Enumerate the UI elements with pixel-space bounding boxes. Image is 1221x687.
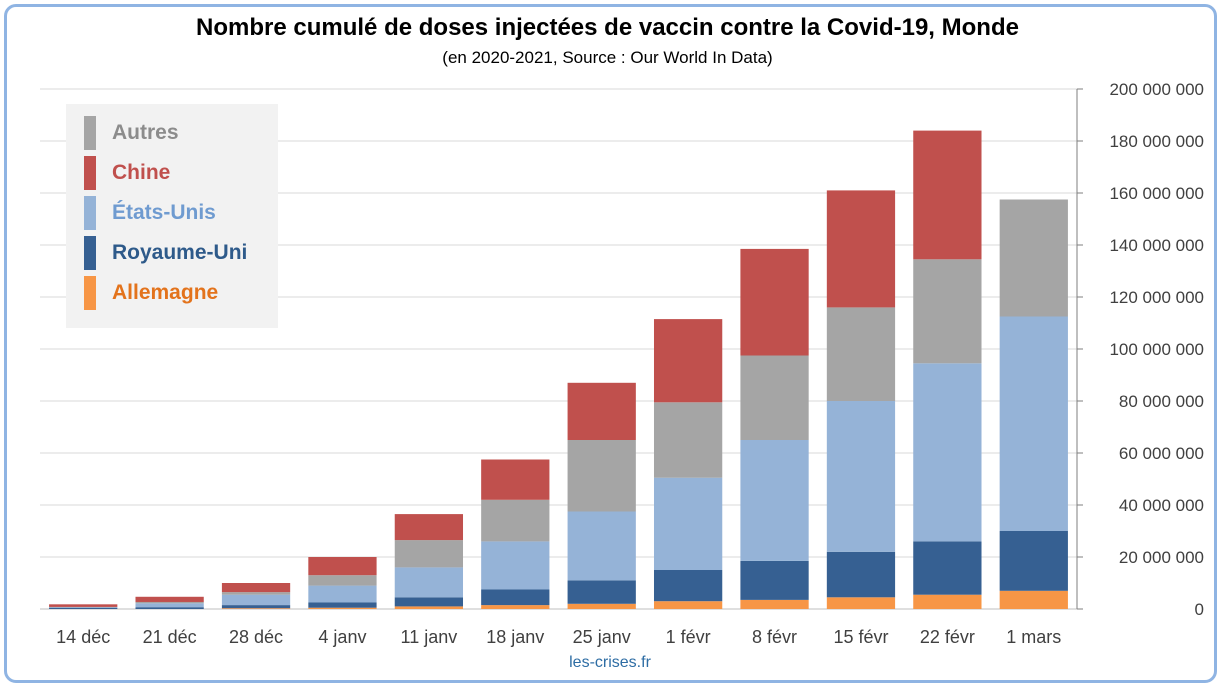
bar-segment-etats-unis <box>135 603 204 608</box>
bar-segment-etats-unis <box>567 511 636 581</box>
y-tick-label: 60 000 000 <box>1119 444 1204 463</box>
bar-segment-royaume-uni <box>481 589 550 606</box>
legend-label-royaume-uni: Royaume-Uni <box>112 241 248 264</box>
bar-segment-autres <box>135 601 204 604</box>
legend-swatch-allemagne <box>84 276 96 310</box>
bar-segment-etats-unis <box>221 594 291 606</box>
bar-segment-etats-unis <box>826 401 896 552</box>
bar-segment-royaume-uni <box>49 607 118 609</box>
bar-segment-autres <box>999 199 1068 317</box>
bar-segment-allemagne <box>999 590 1068 609</box>
source-footer: les-crises.fr <box>569 654 651 671</box>
bar-segment-allemagne <box>653 601 723 609</box>
bar-segment-chine <box>221 583 291 593</box>
bar-segment-etats-unis <box>999 316 1068 531</box>
y-tick-label: 200 000 000 <box>1109 80 1204 99</box>
bar-segment-chine <box>740 248 809 356</box>
bar-segment-royaume-uni <box>135 607 204 609</box>
bar-segment-etats-unis <box>740 440 809 561</box>
bar-segment-autres <box>826 307 896 401</box>
y-tick-label: 20 000 000 <box>1119 548 1204 567</box>
x-tick-label: 8 févr <box>752 627 797 647</box>
bar-segment-autres <box>481 499 550 542</box>
bar-segment-etats-unis <box>308 585 377 603</box>
bar-segment-etats-unis <box>394 567 464 598</box>
y-tick-label: 120 000 000 <box>1109 288 1204 307</box>
bar-segment-allemagne <box>481 605 550 609</box>
bar-segment-royaume-uni <box>221 605 291 609</box>
legend-item-royaume-uni: Royaume-Uni <box>84 236 247 270</box>
bar-segment-royaume-uni <box>740 560 809 600</box>
legend: Autres Chine États-Unis Royaume-Uni Alle… <box>66 104 278 328</box>
x-tick-label: 11 janv <box>401 627 458 647</box>
bar-segment-chine <box>135 596 204 602</box>
chart-subtitle: (en 2020-2021, Source : Our World In Dat… <box>442 48 773 67</box>
x-tick-label: 1 mars <box>1006 627 1061 647</box>
bar-segment-autres <box>308 575 377 586</box>
legend-swatch-autres <box>84 116 96 150</box>
y-tick-label: 180 000 000 <box>1109 132 1204 151</box>
bar-segment-chine <box>913 130 982 260</box>
legend-label-allemagne: Allemagne <box>112 281 219 304</box>
bar-segment-allemagne <box>826 597 896 609</box>
bar-segment-chine <box>308 557 377 576</box>
legend-label-chine: Chine <box>112 161 171 184</box>
x-tick-label: 15 févr <box>833 627 888 647</box>
legend-item-etats-unis: États-Unis <box>84 196 216 230</box>
x-tick-label: 1 févr <box>666 627 711 647</box>
bar-segment-autres <box>740 355 809 440</box>
bar-segment-etats-unis <box>913 363 982 542</box>
bar-segment-royaume-uni <box>567 580 636 604</box>
bar-segment-autres <box>913 259 982 364</box>
x-tick-label: 4 janv <box>318 627 366 647</box>
bar-segment-etats-unis <box>49 607 118 608</box>
y-tick-label: 140 000 000 <box>1109 236 1204 255</box>
bar-segment-chine <box>826 190 896 308</box>
bar-segment-autres <box>567 440 636 512</box>
x-tick-label: 18 janv <box>486 627 544 647</box>
y-tick-label: 40 000 000 <box>1119 496 1204 515</box>
legend-label-autres: Autres <box>112 121 179 144</box>
bar-segment-royaume-uni <box>653 570 723 602</box>
x-tick-label: 28 déc <box>229 627 283 647</box>
bar-segment-royaume-uni <box>999 531 1068 591</box>
legend-item-autres: Autres <box>84 116 179 150</box>
x-tick-label: 25 janv <box>573 627 631 647</box>
x-tick-label: 22 févr <box>920 627 975 647</box>
bar-segment-allemagne <box>221 608 291 609</box>
chart-title: Nombre cumulé de doses injectées de vacc… <box>196 14 1019 41</box>
bar-segment-chine <box>567 382 636 440</box>
legend-item-allemagne: Allemagne <box>84 276 218 310</box>
bar-segment-autres <box>394 540 464 568</box>
bar-segment-allemagne <box>394 606 464 609</box>
y-tick-label: 80 000 000 <box>1119 392 1204 411</box>
x-tick-label: 21 déc <box>143 627 197 647</box>
bar-segment-chine <box>49 604 118 607</box>
legend-item-chine: Chine <box>84 156 170 190</box>
bar-segment-allemagne <box>913 594 982 609</box>
bar-segment-royaume-uni <box>394 597 464 607</box>
legend-swatch-royaume-uni <box>84 236 96 270</box>
legend-label-etats-unis: États-Unis <box>112 201 216 224</box>
bar-segment-royaume-uni <box>308 602 377 608</box>
legend-swatch-etats-unis <box>84 196 96 230</box>
x-tick-label: 14 déc <box>56 627 110 647</box>
bar-segment-allemagne <box>308 607 377 609</box>
bar-segment-chine <box>653 319 723 403</box>
bar-segment-autres <box>653 402 723 478</box>
bar-segment-allemagne <box>740 599 809 609</box>
legend-swatch-chine <box>84 156 96 190</box>
y-tick-label: 0 <box>1195 600 1204 619</box>
bar-segment-chine <box>481 459 550 500</box>
bar-segment-allemagne <box>567 603 636 609</box>
y-tick-label: 100 000 000 <box>1109 340 1204 359</box>
bar-segment-royaume-uni <box>826 551 896 598</box>
y-tick-label: 160 000 000 <box>1109 184 1204 203</box>
bar-segment-autres <box>221 592 291 595</box>
bar-segment-etats-unis <box>653 477 723 570</box>
bar-segment-etats-unis <box>481 541 550 590</box>
bar-segment-chine <box>394 514 464 541</box>
bar-segment-royaume-uni <box>913 541 982 595</box>
